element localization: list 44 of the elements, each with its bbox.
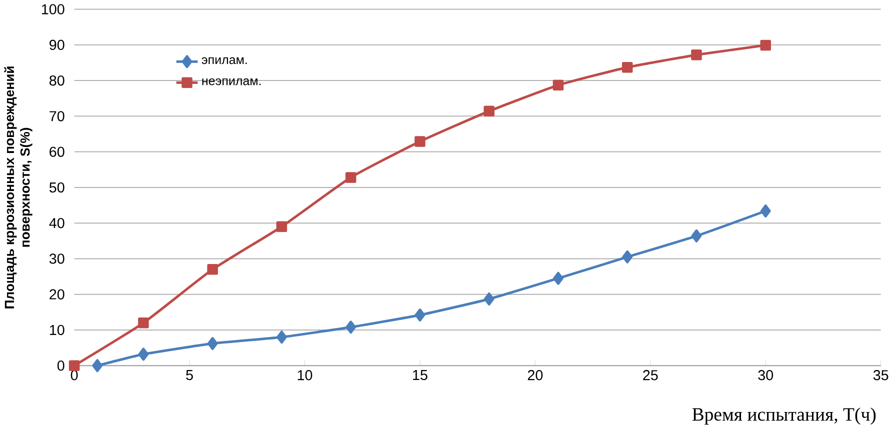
y-tick-label: 40 <box>49 218 64 228</box>
point <box>760 40 771 51</box>
y-tick-label: 30 <box>49 254 64 264</box>
x-tick-label: 30 <box>758 370 774 380</box>
point <box>622 62 633 73</box>
x-tick-label: 35 <box>873 370 888 380</box>
point <box>622 250 633 264</box>
point <box>345 172 356 183</box>
legend-label: эпилам. <box>202 57 247 64</box>
point <box>414 136 426 147</box>
point <box>276 330 287 344</box>
point <box>346 320 356 334</box>
y-tick-label: 90 <box>50 40 64 50</box>
y-tick-label: 100 <box>42 4 64 14</box>
point <box>207 264 218 275</box>
point <box>691 230 702 243</box>
point <box>138 318 149 328</box>
point <box>552 80 564 91</box>
point <box>760 204 771 218</box>
x-tick-label: 15 <box>413 370 428 380</box>
y-tick-label: 60 <box>50 146 64 158</box>
x-tick-label: 25 <box>643 370 658 380</box>
point <box>691 50 702 60</box>
y-tick-label: 0 <box>57 360 64 371</box>
point <box>553 272 564 285</box>
x-tick-label: 5 <box>186 370 193 380</box>
point <box>276 221 288 232</box>
y-tick-label: 70 <box>50 111 64 122</box>
point <box>207 337 218 350</box>
point <box>68 360 80 372</box>
y-tick-label: 10 <box>50 325 64 336</box>
legend-label: неэпилам. <box>202 78 261 86</box>
x-tick-label: 20 <box>528 370 543 380</box>
y-axis-title: Площадь кррозионных повреждений поверхности, S(%) <box>4 66 32 308</box>
point <box>484 106 494 117</box>
x-tick-label: 10 <box>298 370 312 380</box>
y-tick-label: 80 <box>50 76 64 86</box>
y-tick-label: 20 <box>50 289 64 300</box>
point <box>92 359 103 372</box>
point <box>138 348 149 361</box>
y-tick-label: 50 <box>49 182 64 193</box>
point <box>414 308 426 322</box>
point <box>484 292 494 306</box>
x-axis-title: Время испытания, T(ч) <box>692 408 876 425</box>
